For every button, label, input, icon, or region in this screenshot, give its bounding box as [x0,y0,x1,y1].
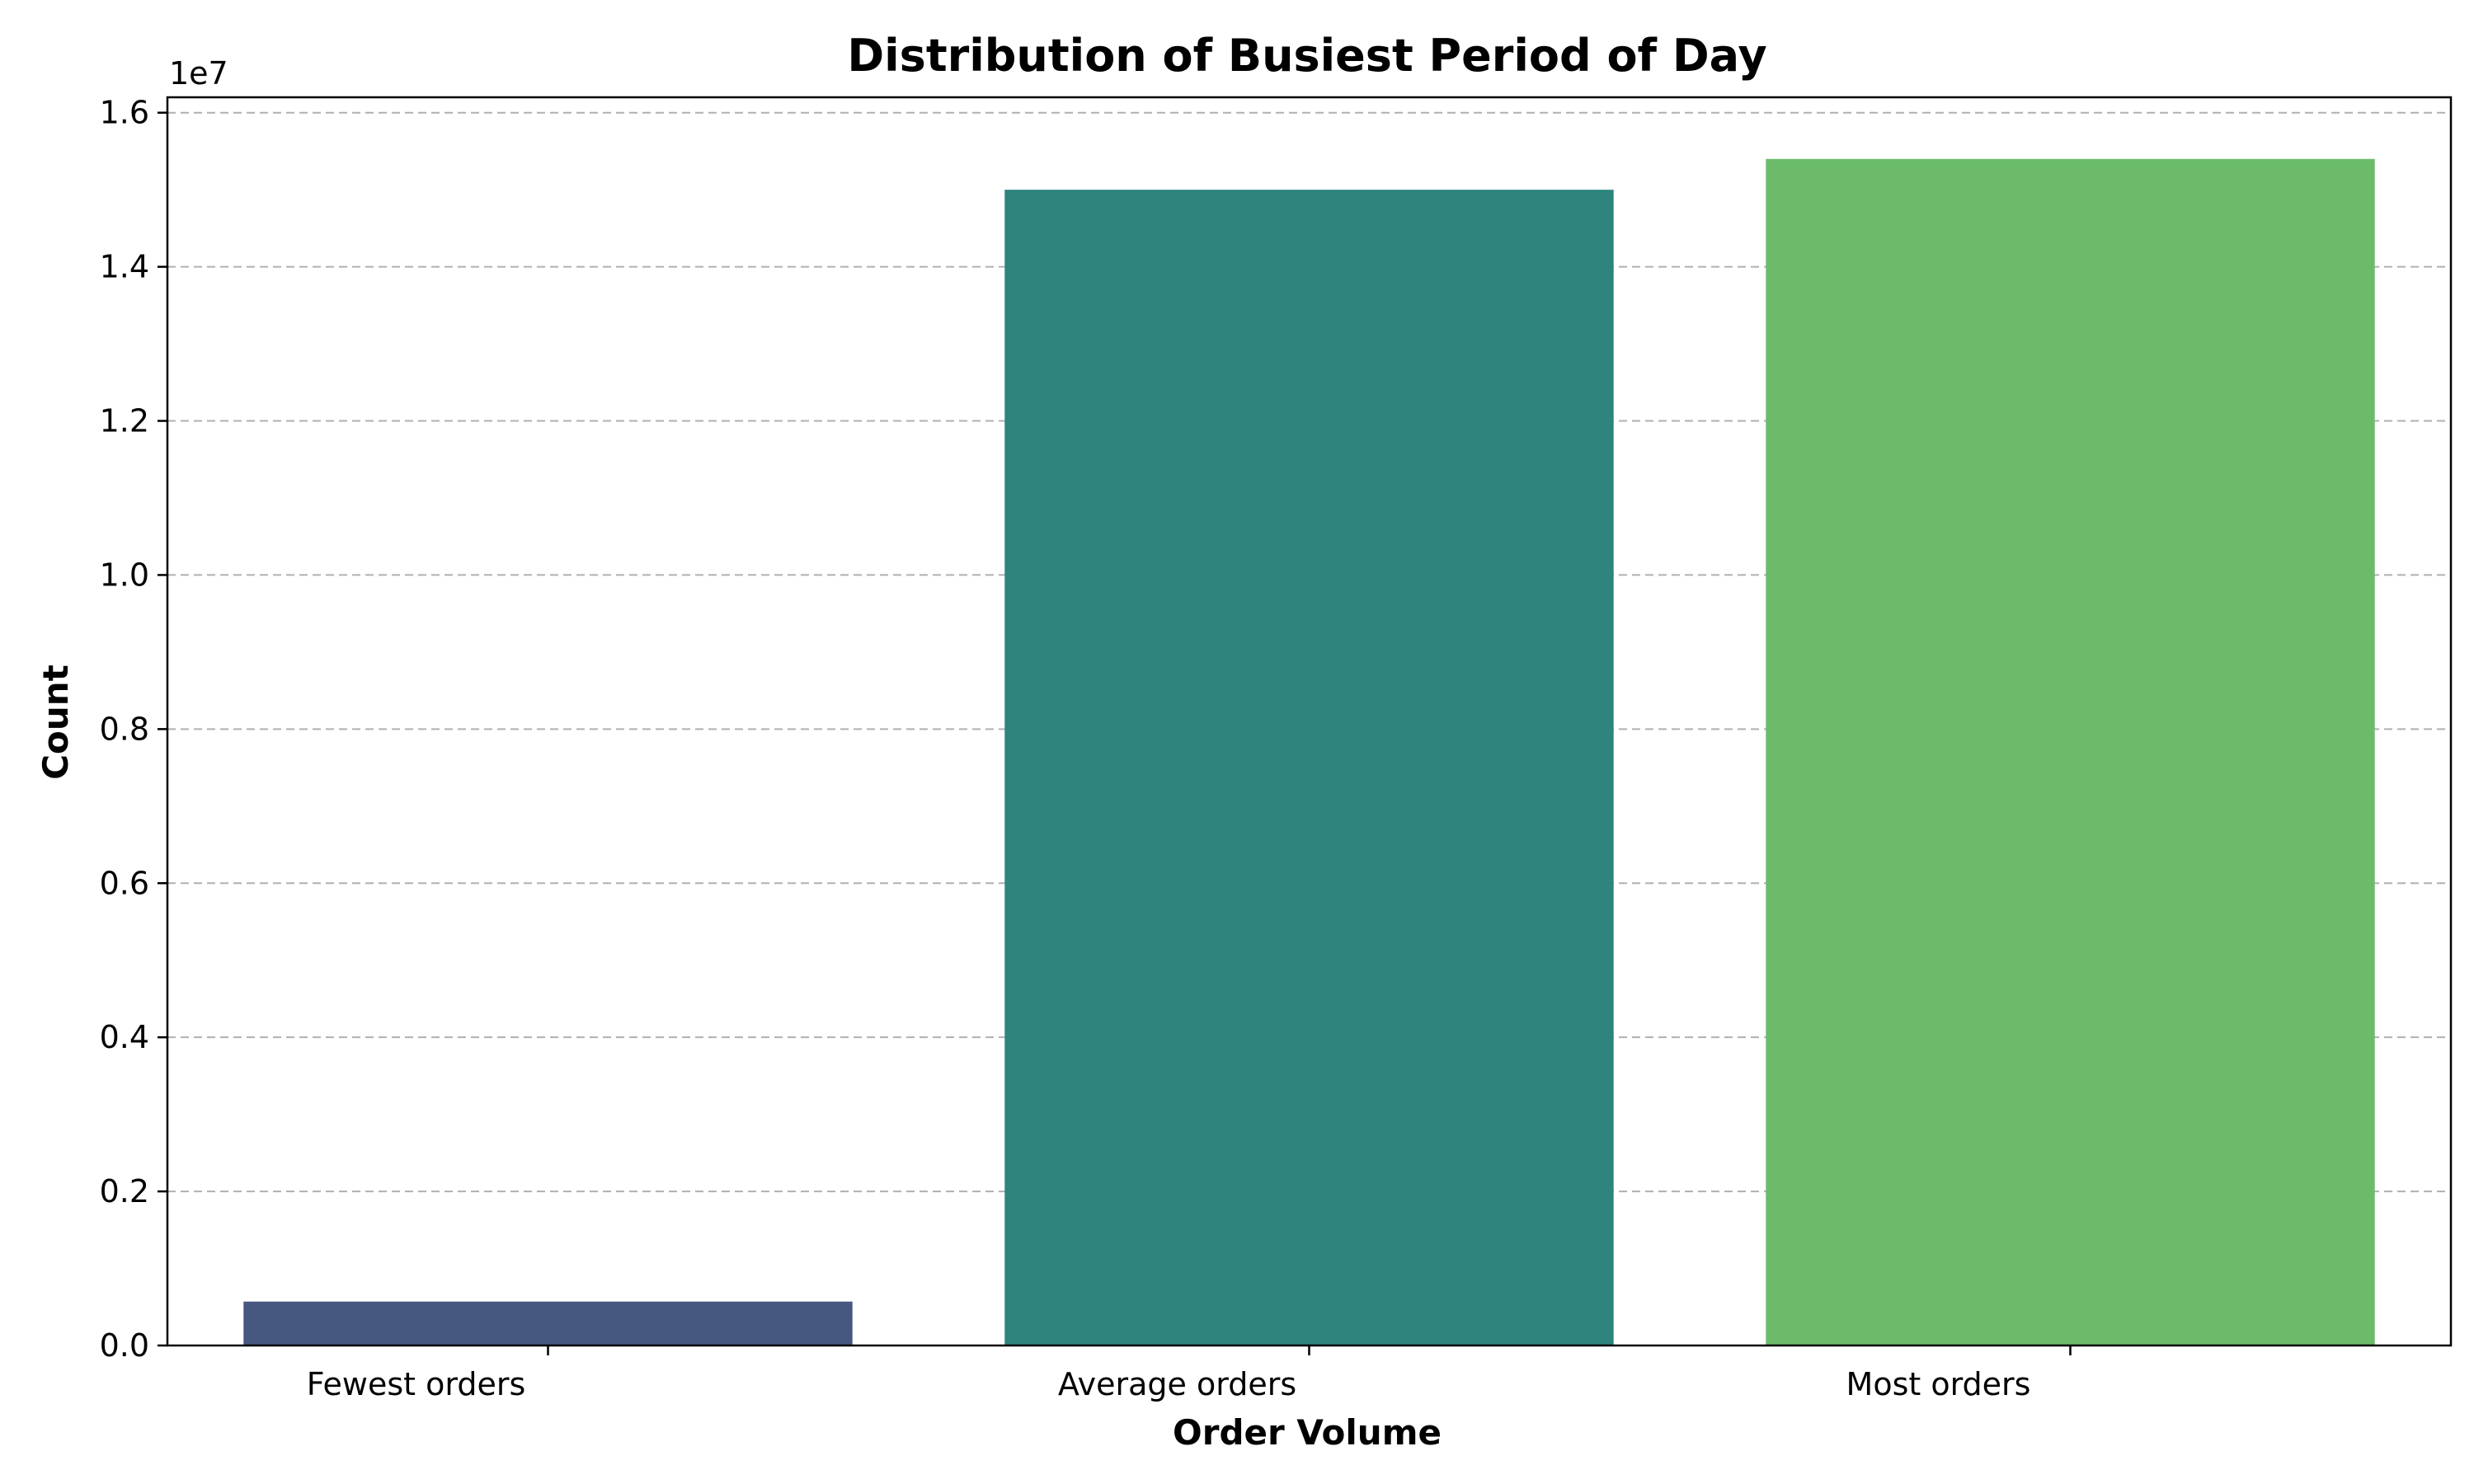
y-axis-label: Count [35,665,76,780]
y-tick-label: 1.4 [100,249,149,285]
x-tick-label: Average orders [1058,1366,1296,1402]
y-tick-label: 0.2 [100,1173,149,1209]
bars [243,158,2375,1346]
y-tick-label: 1.0 [100,556,149,593]
y-tick-label: 1.2 [100,403,149,439]
x-tick-label: Fewest orders [307,1366,526,1402]
y-tick-label: 0.4 [100,1019,149,1055]
x-axis-ticks: Fewest orders Average orders Most orders [307,1345,2072,1402]
y-tick-label: 0.0 [100,1327,149,1364]
y-axis-ticks: 0.0 0.2 0.4 0.6 0.8 1.0 1.2 1.4 1.6 [100,95,167,1364]
y-axis-offset-label: 1e7 [169,55,228,92]
y-tick-label: 1.6 [100,95,149,131]
y-tick-label: 0.6 [100,865,149,901]
x-tick-label: Most orders [1846,1366,2031,1402]
x-axis-label: Order Volume [1173,1412,1442,1453]
chart-title: Distribution of Busiest Period of Day [847,30,1766,82]
bar-fewest-orders [243,1301,853,1345]
bar-most-orders [1766,158,2375,1346]
bar-average-orders [1004,190,1614,1345]
y-tick-label: 0.8 [100,711,149,747]
